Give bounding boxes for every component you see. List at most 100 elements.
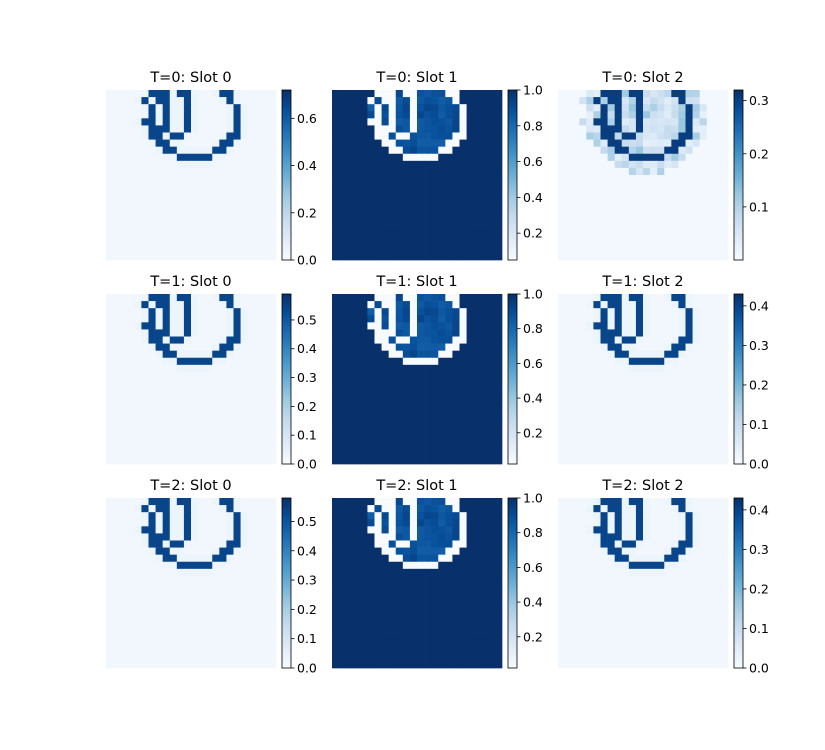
heatmap-cell — [452, 217, 460, 225]
heatmap-cell — [374, 238, 382, 247]
heatmap-cell — [480, 449, 489, 458]
heatmap-cell — [480, 350, 489, 359]
heatmap-cell — [240, 322, 249, 330]
heatmap-cell — [240, 540, 249, 548]
heatmap-cell — [409, 554, 418, 563]
heatmap-cell — [261, 386, 270, 394]
heatmap-cell — [212, 597, 220, 605]
heatmap-cell — [628, 435, 637, 444]
heatmap-cell — [120, 554, 128, 563]
heatmap-cell — [607, 329, 616, 337]
heatmap-cell — [402, 456, 411, 465]
heatmap-cell — [621, 217, 630, 225]
heatmap-cell — [205, 639, 213, 648]
heatmap-cell — [106, 301, 114, 309]
heatmap-cell — [466, 97, 475, 105]
heatmap-cell — [254, 646, 263, 655]
heatmap-cell — [162, 435, 171, 444]
heatmap-cell — [148, 512, 156, 520]
heatmap-cell — [367, 512, 375, 520]
heatmap-cell — [706, 526, 715, 534]
heatmap-cell — [466, 604, 475, 612]
heatmap-cell — [120, 660, 128, 669]
heatmap-cell — [635, 336, 644, 344]
heatmap-cell — [473, 428, 482, 437]
heatmap-cell — [247, 414, 256, 422]
heatmap-cell — [558, 428, 566, 437]
heatmap-cell — [134, 386, 142, 394]
heatmap-cell — [706, 547, 715, 556]
heatmap-cell — [127, 561, 135, 570]
heatmap-cell — [219, 590, 227, 598]
heatmap-cell — [685, 217, 693, 225]
heatmap-cell — [706, 118, 715, 126]
heatmap-cell — [205, 217, 213, 225]
heatmap-cell — [657, 343, 665, 352]
heatmap-cell — [134, 245, 142, 254]
heatmap-cell — [643, 421, 651, 429]
heatmap-cell — [452, 407, 460, 415]
heatmap-cell — [339, 371, 347, 380]
heatmap-cell — [643, 435, 651, 444]
heatmap-cell — [268, 533, 277, 541]
heatmap-cell — [600, 132, 608, 140]
heatmap-cell — [452, 393, 460, 401]
heatmap-cell — [346, 421, 354, 429]
heatmap-cell — [155, 350, 164, 359]
heatmap-cell — [141, 139, 149, 148]
heatmap-cell — [424, 252, 432, 261]
heatmap-cell — [134, 364, 142, 373]
heatmap-cell — [650, 435, 658, 444]
heatmap-cell — [367, 407, 375, 415]
heatmap-cell — [106, 414, 114, 422]
heatmap-cell — [424, 449, 432, 458]
heatmap-cell — [183, 196, 192, 204]
heatmap-cell — [191, 252, 199, 261]
heatmap-cell — [183, 224, 192, 233]
heatmap-cell — [635, 505, 644, 513]
heatmap-cell — [155, 175, 164, 183]
heatmap-cell — [431, 393, 439, 401]
heatmap-cell — [381, 294, 390, 302]
heatmap-cell — [162, 421, 171, 429]
heatmap-cell — [205, 421, 213, 429]
heatmap-cell — [621, 231, 630, 240]
heatmap-cell — [628, 554, 637, 563]
heatmap-cell — [176, 590, 185, 598]
heatmap-cell — [565, 442, 573, 451]
heatmap-cell — [353, 526, 361, 534]
heatmap-cell — [473, 435, 482, 444]
heatmap-cell — [205, 336, 213, 344]
heatmap-cell — [692, 449, 701, 458]
heatmap-cell — [176, 238, 185, 247]
heatmap-cell — [438, 379, 446, 387]
heatmap-cell — [148, 175, 156, 183]
heatmap-cell — [198, 294, 206, 302]
heatmap-cell — [367, 160, 375, 169]
heatmap-cell — [558, 118, 566, 126]
heatmap-cell — [699, 217, 708, 225]
heatmap-cell — [212, 357, 220, 366]
heatmap-cell — [219, 175, 227, 183]
heatmap-cell — [438, 554, 446, 563]
heatmap-cell — [600, 139, 608, 148]
heatmap-cell — [395, 146, 404, 155]
heatmap-cell — [233, 414, 241, 422]
heatmap-cell — [212, 238, 220, 247]
heatmap-cell — [176, 196, 185, 204]
heatmap-cell — [713, 308, 722, 316]
heatmap-cell — [148, 301, 156, 309]
heatmap-cell — [445, 210, 453, 218]
heatmap-cell — [586, 224, 594, 233]
heatmap-cell — [183, 611, 192, 619]
heatmap-cell — [346, 111, 354, 119]
heatmap-cell — [191, 590, 199, 598]
heatmap-cell — [346, 442, 354, 451]
heatmap-cell — [191, 329, 199, 337]
heatmap-cell — [169, 245, 178, 254]
heatmap-cell — [628, 196, 637, 204]
heatmap-cell — [395, 315, 404, 323]
heatmap-cell — [600, 505, 608, 513]
heatmap-cell — [106, 189, 114, 197]
heatmap-cell — [579, 245, 587, 254]
